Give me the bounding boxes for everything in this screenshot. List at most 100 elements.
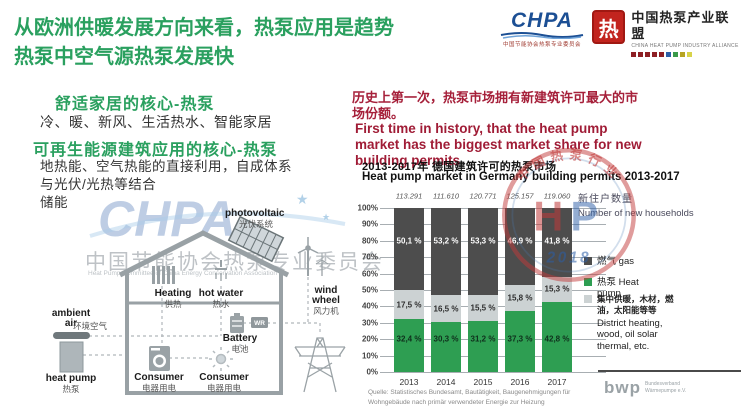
legend-header-en: Number of new households — [578, 208, 694, 219]
bwp-logo-text: bwp — [604, 378, 641, 397]
chart-title-en: Heat pump market in Germany building per… — [362, 171, 680, 183]
house-outline — [118, 230, 290, 395]
section2-line1: 地热能、空气热能的直接利用，自成体系 — [40, 159, 292, 174]
section2-line2: 与光伏/光热等结合 — [40, 177, 157, 193]
x-axis-year-label: 2014 — [436, 377, 456, 387]
ambient-air-label-l1: ambient — [52, 308, 91, 319]
y-axis-tick-label: 70% — [361, 252, 378, 262]
chart-gridline — [380, 372, 606, 373]
energy-house-diagram: photovoltaic 光伏系统 Heating 供热 hot water 热… — [46, 208, 346, 395]
chpa-logo-text: CHPA — [511, 9, 573, 32]
highlight-en: First time in history, that the heat pum… — [355, 121, 642, 168]
chpia-color-squares-icon — [631, 52, 741, 58]
ambient-air-label-zh2: 环境空气 — [73, 321, 108, 331]
legend-swatch-gas — [584, 257, 592, 265]
chpia-logo: 热 中国热泵产业联盟 CHINA HEAT PUMP INDUSTRY ALLI… — [592, 10, 741, 58]
heating-label-en: Heating — [155, 288, 192, 299]
bar-segment-district — [468, 295, 498, 321]
bar-segment-gas — [394, 208, 424, 291]
legend-label-heatpump: 热泵 Heat pump — [597, 277, 639, 300]
bar-label-district: 15,3 % — [544, 284, 570, 294]
power-pylon-icon — [294, 337, 346, 393]
page-title: 从欧洲供暖发展方向来看，热泵应用是趋势 热泵中空气源热泵发展快 — [14, 14, 494, 72]
bar-label-district: 17,5 % — [396, 300, 422, 309]
heat-pump-label-zh: 热泵 — [62, 384, 80, 394]
chpia-subtitle: CHINA HEAT PUMP INDUSTRY ALLIANCE — [631, 43, 739, 50]
bar-label-gas: 53,2 % — [433, 236, 459, 246]
bar-label-heatpump: 42,8 % — [544, 334, 570, 344]
chpa-wave-icon — [500, 32, 584, 39]
svg-text:WR: WR — [254, 320, 265, 327]
x-axis-year-label: 2013 — [399, 377, 419, 387]
legend-swatch-district — [584, 295, 592, 303]
hot-water-label-zh: 热水 — [212, 299, 230, 309]
wind-wheel-label-zh: 风力机 — [313, 306, 339, 316]
bwp-logo-subtitle: Bundesverband Wärmepumpe e.V. — [645, 381, 687, 394]
legend-header-zh: 新住户数量 — [578, 194, 633, 205]
heat-pump-label-en: heat pump — [46, 373, 97, 384]
chpa-logo-subtitle: 中国节能协会热泵专业委员会 — [502, 42, 581, 48]
bar-segment-gas — [431, 208, 461, 296]
x-axis-year-label: 2017 — [547, 377, 567, 387]
section1-body: 冷、暖、新风、生活热水、智能家居 — [40, 114, 272, 130]
legend-item-heatpump: 热泵 Heat pump — [584, 277, 661, 300]
y-axis-tick-label: 20% — [361, 334, 378, 344]
solar-panel-icon — [227, 215, 285, 263]
chpia-logo-text: 中国热泵产业联盟 CHINA HEAT PUMP INDUSTRY ALLIAN… — [631, 10, 741, 58]
y-axis-tick-label: 100% — [357, 203, 378, 213]
heating-label-zh: 供热 — [164, 299, 182, 309]
radiator-icon — [152, 266, 175, 284]
bar-segment-district — [431, 295, 461, 323]
bar-label-heatpump: 30,3 % — [433, 334, 459, 344]
section1-heading: 舒适家居的核心-热泵 — [55, 96, 215, 113]
section2-body: 地热能、空气热能的直接利用，自成体系 与光伏/光热等结合 储能 — [40, 158, 292, 213]
bar-total-label: 125.157 — [506, 191, 534, 201]
section2-line3: 储能 — [40, 195, 68, 211]
heat-pump-icon — [53, 332, 90, 373]
bar-segment-heatpump — [542, 301, 572, 372]
bar-segment-district — [505, 284, 535, 311]
title-line-1: 从欧洲供暖发展方向来看，热泵应用是趋势 — [14, 17, 394, 39]
bar-segment-gas — [505, 208, 535, 285]
y-axis-tick-label: 80% — [361, 236, 378, 246]
bar-label-gas: 50,1 % — [396, 236, 422, 246]
x-axis-year-label: 2016 — [510, 377, 530, 387]
consumer2-label-zh: 电器用电 — [207, 383, 242, 393]
photovoltaic-label-zh: 光伏系统 — [239, 219, 274, 229]
bar-total-label: 113.291 — [395, 191, 423, 201]
wind-wheel-label-l2: wheel — [311, 295, 340, 306]
washing-machine-icon — [149, 346, 170, 371]
title-line-2: 热泵中空气源热泵发展快 — [14, 46, 234, 68]
bar-label-district: 15,8 % — [507, 293, 533, 303]
hot-water-label-en: hot water — [199, 288, 244, 299]
y-axis-tick-label: 40% — [361, 301, 378, 311]
legend-label-gas: 燃气 gas — [597, 256, 634, 267]
x-axis-year-label: 2015 — [473, 377, 493, 387]
y-axis-tick-label: 50% — [361, 285, 378, 295]
lamp-icon — [209, 347, 233, 371]
bar-segment-gas — [468, 208, 498, 296]
y-axis-tick-label: 60% — [361, 269, 378, 279]
bar-total-label: 119.060 — [543, 191, 571, 201]
chart-plot-area: 100% 90% 80% 70% 60% 50% 40% 30% 20% 10% 0% 50,1 % 1… — [352, 186, 612, 412]
bar-label-gas: 41,8 % — [544, 236, 570, 246]
photovoltaic-label-en: photovoltaic — [225, 208, 285, 219]
bar-label-heatpump: 32,4 % — [396, 334, 422, 344]
chpia-seal-icon: 热 — [592, 10, 626, 44]
y-axis-tick-label: 30% — [361, 318, 378, 328]
consumer1-label-en: Consumer — [134, 372, 184, 383]
bar-total-label: 111.610 — [433, 191, 459, 201]
bar-label-heatpump: 31,2 % — [470, 334, 496, 344]
battery-icon — [230, 313, 244, 333]
bar-label-gas: 46,9 % — [507, 236, 533, 246]
section2-heading: 可再生能源建筑应用的核心-热泵 — [33, 142, 278, 159]
bar-total-label: 120.771 — [469, 191, 497, 201]
bar-segment-district — [394, 290, 424, 319]
y-axis-tick-label: 0% — [366, 367, 378, 377]
legend-label-district: 集中供暖，木材，燃油，太阳能等等 District heating, wood,… — [597, 294, 674, 352]
y-axis-tick-label: 10% — [361, 351, 378, 361]
legend-swatch-heatpump — [584, 278, 592, 286]
wind-turbine-icon — [297, 237, 329, 276]
consumer1-label-zh: 电器用电 — [142, 383, 177, 393]
